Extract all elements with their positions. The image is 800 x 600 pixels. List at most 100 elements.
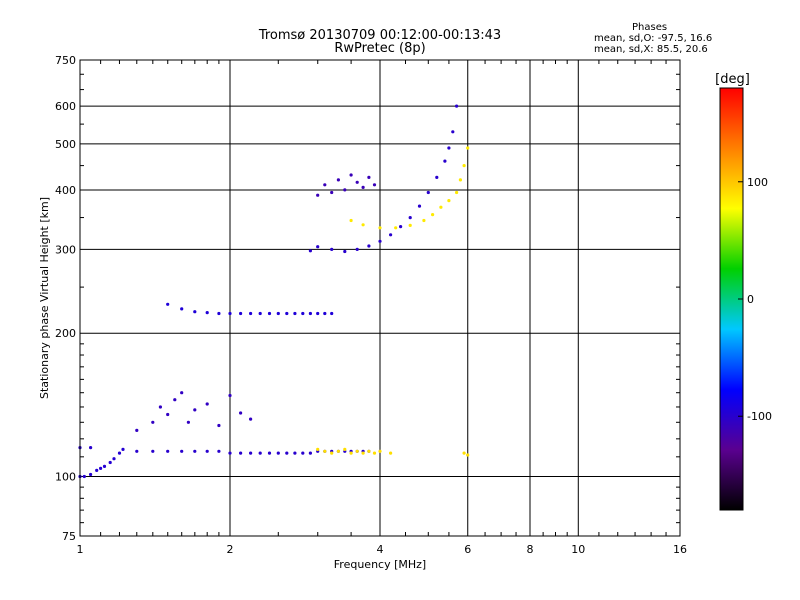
data-point <box>258 451 262 455</box>
data-point <box>330 190 334 195</box>
data-point <box>336 449 340 453</box>
data-point <box>112 457 116 461</box>
data-point <box>323 311 327 316</box>
data-point <box>378 239 382 243</box>
data-point <box>349 173 353 177</box>
data-point <box>82 474 86 479</box>
data-point <box>166 302 170 306</box>
data-point <box>217 311 221 316</box>
x-axis-label: Frequency [MHz] <box>334 558 426 571</box>
data-point <box>205 449 209 453</box>
data-point <box>389 233 393 237</box>
y-tick-label: 750 <box>55 54 76 67</box>
data-point <box>158 405 162 409</box>
data-point <box>343 249 347 254</box>
data-point <box>166 449 170 453</box>
axes: 1 2 4 6 8 10 16 75 100 200 300 400 500 600 750 Frequenc… <box>38 54 687 571</box>
chart-subtitle: RwPretec (8p) <box>334 41 426 56</box>
data-point <box>451 130 455 134</box>
colorbar-tick-label: -100 <box>747 410 772 423</box>
data-point <box>276 451 280 455</box>
data-point <box>249 417 253 421</box>
data-point <box>89 472 93 477</box>
x-tick-label: 16 <box>673 543 687 556</box>
data-point <box>447 146 451 150</box>
data-point <box>455 104 459 108</box>
data-point <box>180 391 184 395</box>
data-point <box>316 193 320 197</box>
data-point <box>462 164 466 168</box>
phases-header: Phases <box>632 22 668 33</box>
colorbar-title: [deg] <box>715 72 750 87</box>
data-point <box>117 451 122 455</box>
data-point <box>466 146 470 150</box>
data-point <box>323 183 327 187</box>
data-point <box>466 453 470 457</box>
plot-frame <box>79 59 681 537</box>
data-point <box>316 447 320 451</box>
y-tick-label: 500 <box>55 138 76 151</box>
data-point <box>422 218 426 223</box>
data-point <box>99 466 103 470</box>
y-tick-label: 300 <box>55 243 76 256</box>
data-point <box>205 402 209 406</box>
data-point <box>285 311 289 316</box>
data-point <box>389 451 393 455</box>
y-tick-label: 75 <box>62 530 76 543</box>
data-point <box>443 159 447 163</box>
data-point <box>355 180 359 184</box>
y-tick-label: 600 <box>55 100 76 113</box>
data-point <box>239 411 243 415</box>
data-point <box>417 204 422 208</box>
y-tick-label: 200 <box>55 327 76 340</box>
data-point <box>89 446 93 450</box>
data-point <box>239 311 243 316</box>
data-point <box>408 223 412 227</box>
data-point <box>151 449 155 453</box>
data-point <box>258 311 262 316</box>
data-point <box>293 451 297 455</box>
data-point <box>372 183 377 187</box>
data-point <box>399 225 403 229</box>
data-point <box>330 311 334 316</box>
grid-lines <box>80 60 680 536</box>
data-point <box>426 190 430 195</box>
data-point <box>217 449 221 453</box>
data-point <box>180 449 184 453</box>
colorbar-tick-label: 0 <box>747 293 754 306</box>
data-point <box>135 449 139 453</box>
phases-o-stats: mean, sd,O: -97.5, 16.6 <box>594 33 713 44</box>
data-point <box>308 311 312 316</box>
x-tick-label: 6 <box>464 543 471 556</box>
data-point <box>228 393 232 398</box>
data-point <box>349 218 353 223</box>
data-point <box>228 451 232 455</box>
data-point <box>343 188 347 192</box>
data-point <box>267 451 272 455</box>
data-point <box>378 449 382 453</box>
data-point <box>151 420 155 424</box>
data-point <box>367 449 371 453</box>
y-tick-label: 400 <box>55 184 76 197</box>
data-point <box>349 451 353 455</box>
y-axis-label: Stationary phase Virtual Height [km] <box>38 197 51 399</box>
x-tick-label: 2 <box>227 543 234 556</box>
data-point <box>173 398 177 402</box>
data-point <box>102 464 107 468</box>
data-point <box>285 451 289 455</box>
data-point <box>301 311 305 316</box>
data-point <box>228 311 232 316</box>
data-point <box>372 451 377 455</box>
data-point <box>193 449 197 453</box>
data-point <box>217 423 221 428</box>
colorbar-tick-label: 100 <box>747 176 768 189</box>
phases-x-stats: mean, sd,X: 85.5, 20.6 <box>594 44 708 55</box>
data-point <box>455 190 459 195</box>
data-point <box>355 247 359 251</box>
data-point <box>267 311 272 316</box>
data-point <box>447 199 451 203</box>
data-point <box>121 447 125 451</box>
data-point <box>408 216 412 220</box>
y-tick-label: 100 <box>55 471 76 484</box>
